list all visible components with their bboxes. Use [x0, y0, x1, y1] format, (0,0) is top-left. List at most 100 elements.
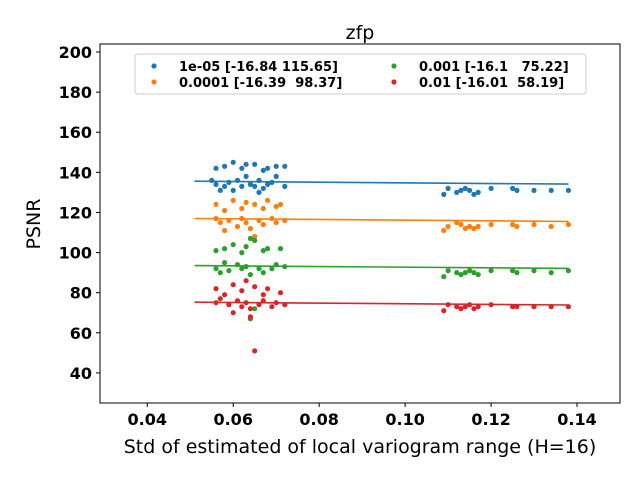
data-point [514, 187, 520, 193]
data-point [243, 199, 249, 205]
data-point [247, 306, 253, 312]
data-point [230, 187, 236, 193]
data-point [239, 165, 245, 171]
data-point [531, 268, 537, 274]
data-point [226, 302, 232, 308]
data-point [260, 270, 266, 276]
data-point [260, 221, 266, 228]
data-point [209, 177, 215, 183]
data-point [247, 225, 253, 232]
data-point [260, 167, 266, 173]
data-point [247, 272, 253, 278]
y-tick-label: 140 [59, 163, 92, 182]
legend-label: 0.01 [-16.01 58.19] [419, 76, 564, 91]
x-tick-label: 0.06 [213, 410, 252, 429]
data-point [230, 197, 236, 203]
y-tick-label: 200 [59, 43, 92, 62]
data-point [467, 187, 473, 193]
y-tick-label: 100 [59, 244, 92, 263]
data-point [509, 185, 516, 191]
data-point [265, 197, 271, 203]
data-point [488, 185, 494, 191]
data-point [462, 270, 468, 276]
data-point [252, 306, 258, 312]
data-point [213, 165, 219, 171]
y-tick-label: 180 [59, 83, 92, 102]
data-point [462, 225, 468, 232]
fit-line [194, 217, 569, 223]
data-point [252, 284, 258, 290]
y-tick-label: 40 [70, 364, 92, 383]
data-point [454, 189, 460, 195]
data-point [239, 288, 245, 294]
data-point [243, 161, 249, 167]
legend-marker [391, 63, 397, 69]
y-axis-ticks: 40 60 80 100 120 140 160 180 200 [59, 43, 100, 383]
legend-marker [151, 63, 157, 69]
data-point [441, 274, 447, 280]
data-point [458, 306, 464, 312]
data-point [222, 207, 228, 214]
x-axis-ticks: 0.04 0.06 0.08 0.10 0.12 0.14 [128, 403, 597, 429]
data-point [252, 201, 258, 207]
data-point [273, 173, 279, 179]
data-marks [194, 159, 572, 354]
data-point [445, 223, 451, 230]
data-point [239, 205, 245, 212]
data-point [243, 244, 249, 250]
data-point [252, 237, 258, 244]
y-axis-label: PSNR [23, 199, 45, 250]
legend-label: 1e-05 [-16.84 115.65] [179, 60, 338, 75]
data-point [471, 225, 477, 232]
series-3 [194, 278, 572, 354]
fit-line [194, 180, 569, 185]
data-point [230, 159, 236, 165]
data-point [445, 185, 451, 191]
data-point [252, 348, 258, 354]
x-tick-label: 0.10 [385, 410, 424, 429]
data-point [265, 286, 271, 292]
data-point [213, 266, 219, 272]
data-point [213, 181, 219, 187]
legend-label: 0.001 [-16.1 75.22] [419, 60, 569, 75]
data-point [565, 268, 572, 274]
legend-frame [134, 53, 587, 95]
y-tick-label: 160 [59, 123, 92, 142]
data-point [239, 304, 245, 310]
data-point [509, 268, 516, 274]
data-point [475, 189, 481, 195]
data-point [230, 310, 236, 316]
data-point [509, 221, 516, 228]
data-point [488, 268, 494, 274]
data-point [471, 191, 477, 197]
y-tick-label: 80 [70, 284, 92, 303]
data-point [269, 266, 275, 272]
data-point [458, 187, 464, 193]
data-point [458, 272, 464, 278]
data-point [282, 163, 288, 169]
data-point [265, 246, 271, 252]
fit-line [194, 264, 569, 270]
data-point [441, 227, 447, 234]
data-point [252, 233, 258, 240]
data-point [277, 290, 284, 296]
data-point [217, 219, 223, 226]
data-point [217, 296, 223, 302]
data-point [247, 314, 253, 320]
legend-items: 1e-05 [-16.84 115.65]0.0001 [-16.39 98.3… [151, 60, 569, 91]
data-point [509, 304, 516, 310]
series-1 [194, 197, 572, 240]
x-tick-label: 0.12 [471, 410, 510, 429]
data-point [222, 227, 228, 234]
chart-title: zfp [346, 22, 375, 44]
data-point [213, 201, 219, 207]
data-point [247, 181, 253, 187]
data-point [239, 250, 245, 256]
data-point [454, 304, 460, 310]
data-point [514, 270, 520, 276]
data-point [475, 223, 481, 230]
data-point [243, 278, 249, 284]
data-point [222, 260, 228, 266]
data-point [243, 219, 249, 226]
plot-area-frame [99, 43, 621, 404]
